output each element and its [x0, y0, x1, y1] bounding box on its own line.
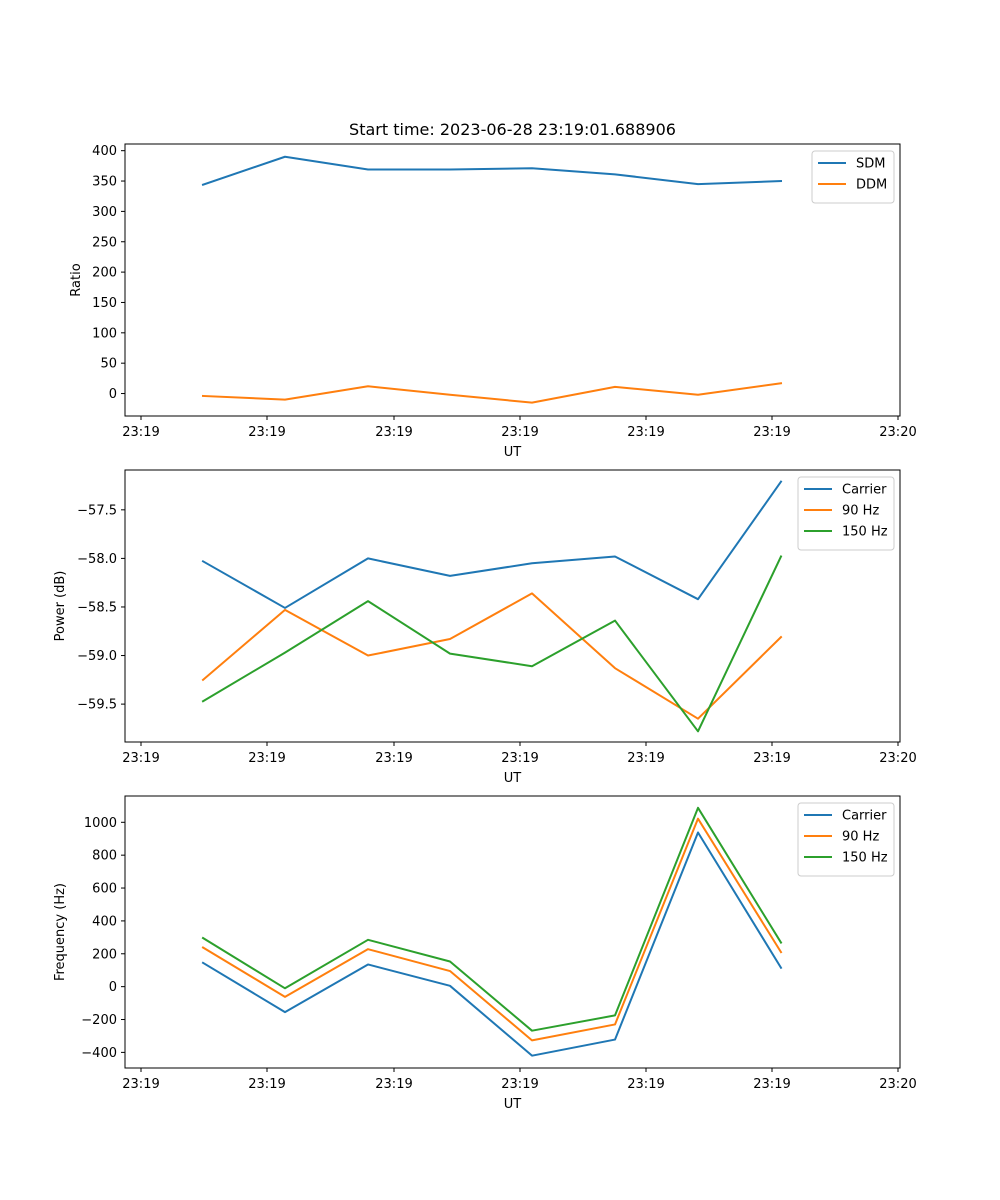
chart-panel-3: 23:19 23:19 23:19 23:19 23:19 23:19 23:20 −400 −… — [53, 795, 917, 1112]
x-tick-label: 23:20 — [879, 425, 916, 440]
y-tick-label: −400 — [81, 1046, 117, 1061]
legend-label: 150 Hz — [842, 851, 888, 866]
series-line-150-hz — [201, 555, 783, 733]
x-axis-label: UT — [504, 771, 522, 786]
y-tick-label: 150 — [92, 296, 117, 311]
y-tick-label: 0 — [109, 980, 117, 995]
series-line-90-hz — [201, 817, 783, 1042]
plot-frame — [124, 795, 901, 1069]
y-tick-label: 800 — [92, 849, 117, 864]
y-tick-label: 600 — [92, 882, 117, 897]
plot-frame — [124, 469, 901, 743]
chart-panel-1: Start time: 2023-06-28 23:19:01.688906 23… — [69, 120, 917, 460]
y-tick-label: 50 — [100, 357, 117, 372]
x-tick-label: 23:19 — [627, 1077, 664, 1092]
y-tick-label: 250 — [92, 235, 117, 250]
x-tick-label: 23:20 — [879, 1077, 916, 1092]
legend-label: 150 Hz — [842, 525, 888, 540]
x-tick-label: 23:19 — [501, 1077, 538, 1092]
y-tick-label: 100 — [92, 326, 117, 341]
x-tick-label: 23:19 — [753, 751, 790, 766]
x-tick-label: 23:20 — [879, 751, 916, 766]
x-tick-label: 23:19 — [753, 1077, 790, 1092]
y-tick-label: 300 — [92, 205, 117, 220]
x-tick-label: 23:19 — [501, 751, 538, 766]
y-tick-label: −58.5 — [77, 600, 117, 615]
series-line-sdm — [201, 155, 783, 186]
y-tick-label: 1000 — [84, 816, 117, 831]
series-line-90-hz — [201, 592, 783, 720]
legend-label: Carrier — [842, 809, 887, 824]
x-tick-label: 23:19 — [122, 751, 159, 766]
x-tick-label: 23:19 — [122, 1077, 159, 1092]
y-tick-label: −59.0 — [77, 649, 117, 664]
x-tick-label: 23:19 — [122, 425, 159, 440]
series-line-150-hz — [201, 806, 783, 1032]
y-tick-label: 200 — [92, 947, 117, 962]
y-tick-label: −200 — [81, 1013, 117, 1028]
y-tick-label: 200 — [92, 266, 117, 281]
y-axis-label: Power (dB) — [53, 571, 68, 642]
series-line-carrier — [201, 831, 783, 1057]
x-tick-label: 23:19 — [375, 425, 412, 440]
legend-label: Carrier — [842, 483, 887, 498]
y-axis-label: Ratio — [69, 263, 84, 296]
chart-panel-2: 23:19 23:19 23:19 23:19 23:19 23:19 23:20 −59.5… — [53, 469, 917, 786]
x-tick-label: 23:19 — [627, 751, 664, 766]
x-tick-label: 23:19 — [248, 1077, 285, 1092]
plot-frame — [124, 143, 901, 417]
legend-label: 90 Hz — [842, 504, 879, 519]
y-tick-label: −58.0 — [77, 552, 117, 567]
x-tick-label: 23:19 — [753, 425, 790, 440]
y-tick-label: 400 — [92, 914, 117, 929]
x-tick-label: 23:19 — [375, 751, 412, 766]
series-line-ddm — [201, 382, 783, 404]
y-tick-label: 350 — [92, 175, 117, 190]
legend: SDM DDM — [811, 150, 895, 204]
x-tick-label: 23:19 — [248, 425, 285, 440]
legend: Carrier 90 Hz 150 Hz — [797, 802, 895, 877]
legend: Carrier 90 Hz 150 Hz — [797, 476, 895, 551]
legend-label: 90 Hz — [842, 830, 879, 845]
x-tick-label: 23:19 — [375, 1077, 412, 1092]
y-tick-label: −57.5 — [77, 503, 117, 518]
legend-label: DDM — [856, 178, 887, 193]
legend-label: SDM — [856, 157, 885, 172]
y-tick-label: 400 — [92, 144, 117, 159]
y-tick-label: 0 — [109, 387, 117, 402]
x-tick-label: 23:19 — [501, 425, 538, 440]
x-axis-label: UT — [504, 445, 522, 460]
chart-title: Start time: 2023-06-28 23:19:01.688906 — [349, 120, 676, 139]
x-axis-label: UT — [504, 1097, 522, 1112]
x-tick-label: 23:19 — [627, 425, 664, 440]
x-tick-label: 23:19 — [248, 751, 285, 766]
y-tick-label: −59.5 — [77, 698, 117, 713]
y-axis-label: Frequency (Hz) — [53, 883, 68, 981]
series-line-carrier — [201, 480, 783, 609]
